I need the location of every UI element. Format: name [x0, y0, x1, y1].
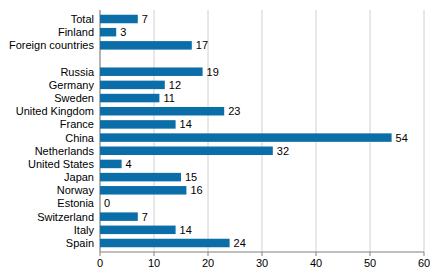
data-label: 7	[142, 211, 148, 223]
bar	[100, 15, 138, 24]
grid-line	[316, 10, 317, 252]
bar	[100, 226, 176, 235]
bar	[100, 41, 192, 50]
category-label: Russia	[60, 66, 95, 78]
bar	[100, 67, 203, 76]
bar	[100, 199, 101, 208]
chart: 0102030405060TotalFinlandForeign countri…	[0, 0, 442, 272]
tick-label: 50	[364, 257, 376, 269]
category-label: Sweden	[54, 92, 94, 104]
x-axis	[100, 252, 424, 253]
category-label: Japan	[64, 171, 94, 183]
tick-mark	[154, 252, 155, 256]
bar	[100, 147, 273, 156]
data-label: 11	[163, 92, 174, 104]
data-label: 0	[104, 197, 110, 209]
data-label: 24	[234, 237, 246, 249]
bar	[100, 107, 224, 116]
tick-mark	[370, 252, 371, 256]
category-label: Foreign countries	[9, 39, 94, 51]
bar	[100, 173, 181, 182]
category-label: Norway	[57, 184, 95, 196]
category-label: Switzerland	[37, 211, 94, 223]
grid-line	[424, 10, 425, 252]
category-label: Germany	[49, 79, 95, 91]
tick-mark	[208, 252, 209, 256]
tick-label: 10	[148, 257, 160, 269]
data-label: 3	[120, 26, 126, 38]
tick-label: 0	[97, 257, 103, 269]
grid-line	[370, 10, 371, 252]
data-label: 16	[190, 184, 202, 196]
tick-mark	[316, 252, 317, 256]
category-label: United States	[28, 158, 95, 170]
bar	[100, 28, 116, 36]
tick-label: 20	[202, 257, 214, 269]
bar	[100, 186, 186, 195]
bars	[100, 15, 392, 248]
bar	[100, 133, 392, 142]
category-label: Italy	[74, 224, 95, 236]
tick-mark	[100, 252, 101, 256]
tick-mark	[262, 252, 263, 256]
data-label: 12	[169, 79, 181, 91]
data-label: 7	[142, 13, 148, 25]
data-label: 17	[196, 39, 208, 51]
data-label: 15	[185, 171, 197, 183]
category-label: Estonia	[57, 197, 95, 209]
category-label: Spain	[66, 237, 94, 249]
data-label: 54	[396, 132, 408, 144]
data-label: 19	[207, 66, 219, 78]
bar	[100, 239, 230, 248]
grid-line	[262, 10, 263, 252]
tick-label: 40	[310, 257, 322, 269]
bar	[100, 160, 122, 169]
category-label: Netherlands	[35, 145, 95, 157]
tick-label: 60	[418, 257, 430, 269]
data-label: 4	[126, 158, 132, 170]
category-label: China	[65, 132, 95, 144]
tick-label: 30	[256, 257, 268, 269]
bar	[100, 120, 176, 129]
data-label: 23	[228, 105, 240, 117]
data-label: 32	[277, 145, 289, 157]
bar	[100, 94, 159, 103]
category-label: United Kingdom	[16, 105, 94, 117]
category-label: France	[60, 118, 94, 130]
category-label: Total	[71, 13, 94, 25]
category-label: Finland	[58, 26, 94, 38]
bar	[100, 81, 165, 90]
bar	[100, 212, 138, 221]
data-label: 14	[180, 224, 192, 236]
tick-mark	[424, 252, 425, 256]
data-label: 14	[180, 118, 192, 130]
